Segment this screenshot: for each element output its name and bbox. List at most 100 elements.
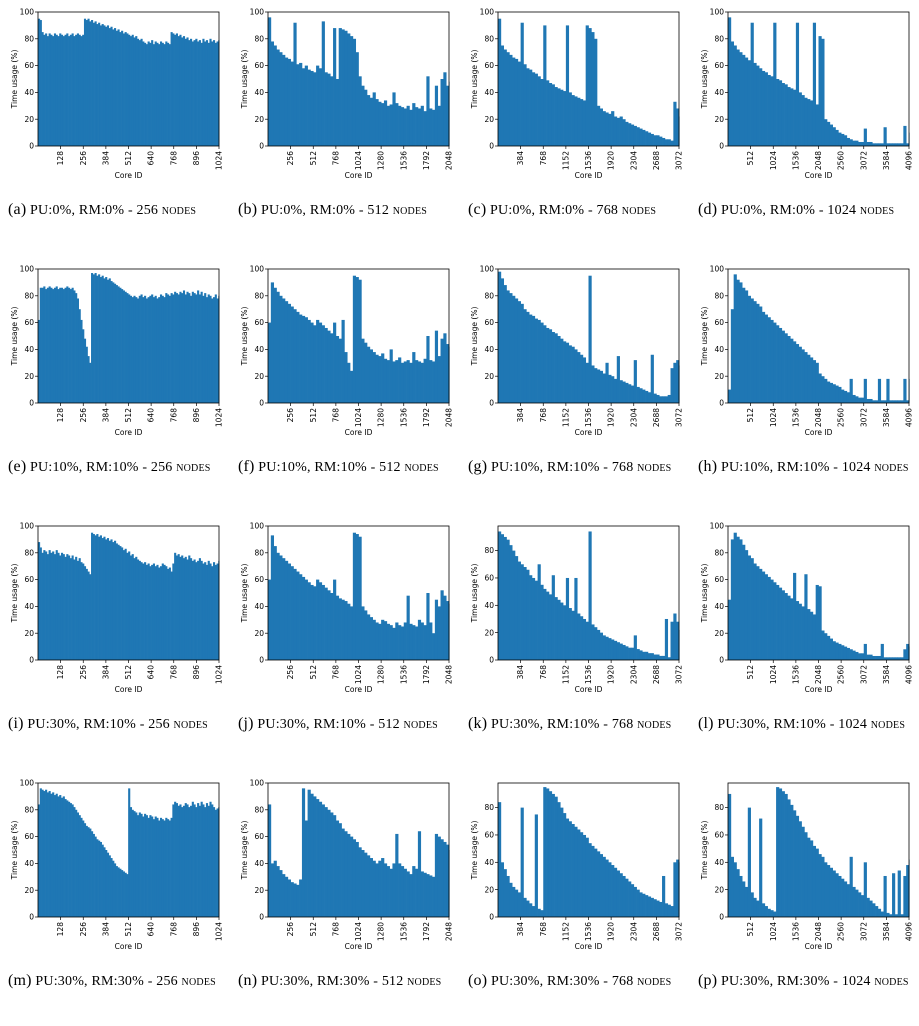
x-tick-label: 640 xyxy=(147,408,156,423)
bar xyxy=(378,860,382,917)
bar xyxy=(170,32,173,146)
bar xyxy=(582,100,587,146)
bar xyxy=(588,843,592,917)
x-tick-label: 512 xyxy=(746,922,755,937)
bar xyxy=(383,621,388,660)
bar xyxy=(599,854,603,917)
bar xyxy=(39,20,42,146)
x-tick-label: 256 xyxy=(286,151,295,166)
bar xyxy=(852,886,856,917)
bar xyxy=(181,555,184,660)
bar xyxy=(200,291,203,403)
bar xyxy=(810,840,814,917)
bar xyxy=(75,809,78,917)
bar xyxy=(46,554,49,660)
bar xyxy=(122,871,125,917)
bar xyxy=(872,400,876,403)
x-tick-label: 1024 xyxy=(769,922,778,941)
bar xyxy=(82,563,85,660)
bar xyxy=(795,344,800,403)
bar xyxy=(216,563,219,660)
bar xyxy=(142,816,145,917)
bar xyxy=(124,548,127,660)
bar xyxy=(764,314,768,403)
bar xyxy=(415,868,419,917)
bar xyxy=(55,34,58,146)
bar xyxy=(188,40,191,146)
bar xyxy=(154,295,157,403)
x-tick-label: 1920 xyxy=(607,665,616,684)
bar xyxy=(611,376,615,403)
bar xyxy=(68,287,71,403)
subfigure-caption-text: PU:30%, RM:10% - 256 nodes xyxy=(23,717,208,732)
bar xyxy=(645,390,649,403)
bar xyxy=(588,531,592,660)
bar xyxy=(119,868,122,917)
bar xyxy=(744,57,749,147)
bar xyxy=(364,852,368,917)
bar xyxy=(849,649,853,660)
bar xyxy=(446,344,450,403)
bar xyxy=(784,333,788,403)
bar xyxy=(284,301,289,403)
bar xyxy=(149,295,152,403)
bar xyxy=(350,36,354,147)
x-tick-label: 2048 xyxy=(814,408,823,427)
bar xyxy=(580,616,584,660)
bar xyxy=(324,72,328,146)
bar xyxy=(546,327,550,403)
bar xyxy=(131,809,134,917)
x-tick-label: 1792 xyxy=(422,151,431,170)
bar xyxy=(739,539,743,660)
bar xyxy=(622,381,626,403)
bar xyxy=(852,140,856,146)
bar xyxy=(625,878,629,917)
bar xyxy=(412,352,416,403)
x-tick-label: 256 xyxy=(286,408,295,423)
bar xyxy=(163,564,166,660)
bar xyxy=(662,396,666,403)
x-tick-label: 896 xyxy=(192,151,201,166)
bar xyxy=(85,20,88,146)
bar xyxy=(761,903,766,917)
subfigure-label: (h) xyxy=(698,458,718,475)
bar xyxy=(73,36,76,147)
bar xyxy=(179,556,182,660)
bar xyxy=(273,287,277,403)
bar xyxy=(268,804,272,917)
bar xyxy=(650,897,654,917)
bar xyxy=(304,820,308,917)
bar xyxy=(209,801,212,917)
bar xyxy=(168,44,171,146)
bar xyxy=(807,837,811,917)
bar xyxy=(78,815,81,917)
bar xyxy=(750,892,754,917)
y-tick-label: 0 xyxy=(489,913,494,922)
bar xyxy=(108,278,111,403)
bar xyxy=(41,32,44,146)
bar xyxy=(886,912,890,917)
x-tick-label: 1536 xyxy=(584,151,593,170)
y-tick-label: 40 xyxy=(24,602,34,611)
bar xyxy=(639,892,643,917)
bar xyxy=(744,550,749,660)
bar xyxy=(835,873,839,917)
bar xyxy=(46,287,49,403)
bar xyxy=(656,654,660,660)
bar xyxy=(670,140,674,146)
bar xyxy=(112,282,115,403)
bar xyxy=(152,563,156,660)
bar xyxy=(43,286,46,403)
y-tick-label: 20 xyxy=(484,372,494,381)
y-tick-label: 0 xyxy=(259,656,264,665)
x-tick-label: 512 xyxy=(124,665,133,680)
bar xyxy=(846,884,850,917)
bar xyxy=(622,119,626,146)
bar xyxy=(630,124,635,146)
bar xyxy=(270,41,275,147)
bar xyxy=(877,143,882,146)
bar xyxy=(310,70,314,146)
bar xyxy=(48,286,51,403)
bar xyxy=(906,143,910,146)
